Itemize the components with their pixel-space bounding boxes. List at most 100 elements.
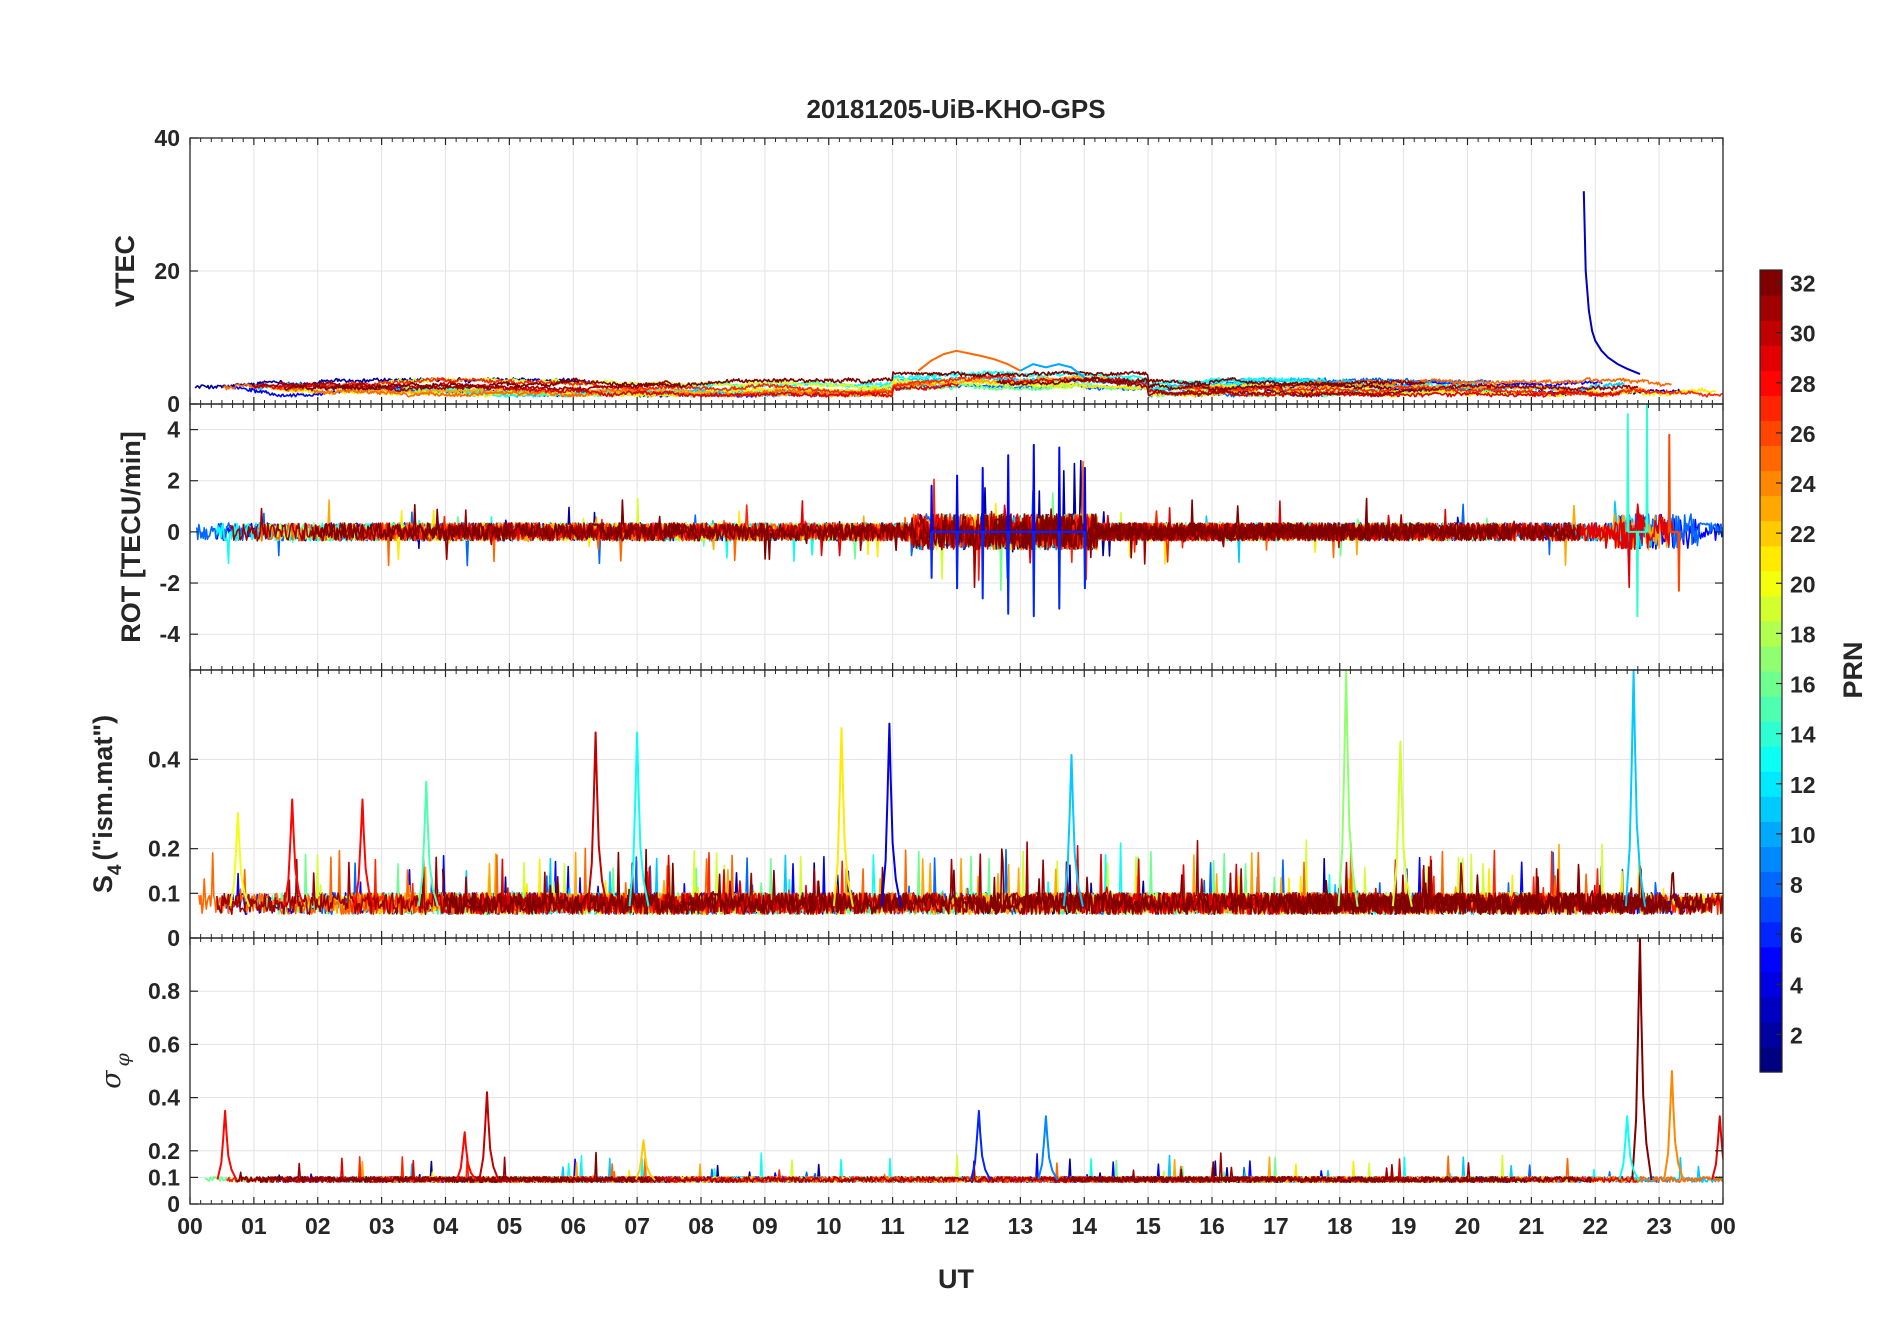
feature-sigma_phi-prn29-7 bbox=[1711, 1115, 1723, 1180]
colorbar-segment-1 bbox=[1760, 1046, 1782, 1073]
trace-vtec-prn31-1 bbox=[1077, 377, 1639, 398]
colorbar-tick-label-2: 6 bbox=[1790, 922, 1803, 948]
colorbar-segment-23 bbox=[1760, 495, 1782, 522]
feature-s4-prn17-5 bbox=[1337, 670, 1359, 907]
colorbar-tick-label-3: 8 bbox=[1790, 872, 1803, 898]
xtick-label-2: 02 bbox=[305, 1213, 331, 1239]
ytick-label-sigma_phi-3: 0.4 bbox=[148, 1085, 180, 1111]
xtick-label-15: 15 bbox=[1135, 1213, 1161, 1239]
trace-vtec-prn21-0 bbox=[270, 377, 1403, 398]
colorbar-segment-18 bbox=[1760, 620, 1782, 647]
colorbar-tick-label-6: 14 bbox=[1790, 722, 1816, 748]
feature-sigma_phi-prn13-6 bbox=[1618, 1115, 1640, 1181]
colorbar-segment-16 bbox=[1760, 671, 1782, 697]
xtick-label-12: 12 bbox=[944, 1213, 970, 1239]
feature-rot-prn26-3 bbox=[1667, 433, 1681, 592]
trace-vtec-prn31-0 bbox=[252, 380, 681, 393]
ytick-label-sigma_phi-1: 0.1 bbox=[148, 1164, 180, 1190]
feature-s4-prn4-3 bbox=[880, 722, 902, 907]
xtick-label-11: 11 bbox=[880, 1213, 905, 1239]
colorbar-segment-9 bbox=[1760, 846, 1782, 873]
ytick-label-vtec-2: 40 bbox=[154, 125, 180, 151]
x-tick-label-layer: 00 01 02 03 04 05 06 07 08 09 10 11 12 13 14 15 16 17 18 19… bbox=[177, 1213, 1736, 1239]
colorbar-segment-22 bbox=[1760, 520, 1782, 547]
feature-sigma_phi-prn24-1 bbox=[1663, 1070, 1685, 1181]
chart-title: 20181205-UiB-KHO-GPS bbox=[806, 94, 1105, 124]
ylabel-sigma-phi: σφ bbox=[96, 1052, 134, 1088]
colorbar-tick-label-5: 12 bbox=[1790, 772, 1816, 798]
ylabel-s4: S4 ("ism.mat") bbox=[88, 715, 126, 893]
colorbar-tick-label-13: 28 bbox=[1790, 371, 1816, 397]
colorbar-segment-15 bbox=[1760, 696, 1782, 722]
series-group-rot bbox=[196, 404, 1723, 618]
ytick-label-s4-0: 0 bbox=[167, 925, 180, 951]
colorbar-segment-8 bbox=[1760, 871, 1782, 898]
ytick-label-s4-1: 0.1 bbox=[148, 880, 180, 906]
feature-s4-prn28-9 bbox=[353, 798, 375, 908]
feature-rot-prn6-1 bbox=[930, 530, 1087, 618]
colorbar-segment-3 bbox=[1760, 996, 1782, 1023]
xtick-label-5: 05 bbox=[497, 1213, 523, 1239]
xtick-label-7: 07 bbox=[624, 1213, 650, 1239]
ytick-label-rot-0: -4 bbox=[160, 621, 181, 647]
colorbar-segment-17 bbox=[1760, 645, 1782, 672]
colorbar-segment-2 bbox=[1760, 1021, 1782, 1048]
feature-sigma_phi-prn6-4 bbox=[970, 1109, 992, 1181]
colorbar-segment-24 bbox=[1760, 470, 1782, 497]
xtick-label-18: 18 bbox=[1327, 1213, 1353, 1239]
colorbar-segment-12 bbox=[1760, 771, 1782, 797]
feature-s4-prn28-8 bbox=[283, 798, 305, 908]
ytick-label-sigma_phi-5: 0.8 bbox=[148, 978, 180, 1004]
trace-vtec-prn25-0 bbox=[222, 380, 933, 398]
trace-s4-prn32-1 bbox=[1266, 863, 1705, 915]
colorbar-label: PRN bbox=[1838, 641, 1868, 698]
colorbar-segment-27 bbox=[1760, 395, 1782, 421]
xtick-label-16: 16 bbox=[1199, 1213, 1225, 1239]
trace-sigma_phi-prn32-1 bbox=[1068, 1161, 1593, 1184]
ylabel-rot: ROT [TECU/min] bbox=[116, 431, 146, 642]
xtick-label-10: 10 bbox=[816, 1213, 842, 1239]
xtick-label-22: 22 bbox=[1582, 1213, 1608, 1239]
feature-s4-prn11-4 bbox=[1062, 753, 1084, 907]
feature-s4-prn20-11 bbox=[229, 811, 251, 908]
feature-sigma_phi-prn22-9 bbox=[634, 1139, 656, 1181]
colorbar-segment-26 bbox=[1760, 420, 1782, 447]
series-group-s4 bbox=[198, 670, 1723, 915]
colorbar-segment-32 bbox=[1760, 270, 1782, 296]
xtick-label-6: 06 bbox=[560, 1213, 586, 1239]
feature-vtec-prn25-1 bbox=[917, 349, 1021, 372]
colorbar-tick-label-15: 32 bbox=[1790, 271, 1816, 297]
feature-s4-prn21-2 bbox=[832, 727, 854, 907]
colorbar-frame bbox=[1759, 269, 1783, 1073]
colorbar-segment-21 bbox=[1760, 545, 1782, 572]
xtick-label-13: 13 bbox=[1008, 1213, 1034, 1239]
ytick-label-vtec-1: 20 bbox=[154, 258, 180, 284]
colorbar-segment-31 bbox=[1760, 295, 1782, 321]
xtick-label-0: 00 bbox=[177, 1213, 203, 1239]
xtick-label-1: 01 bbox=[241, 1213, 267, 1239]
feature-vtec-prn3-0 bbox=[1582, 191, 1641, 376]
colorbar-tick-label-8: 18 bbox=[1790, 621, 1816, 647]
xtick-label-4: 04 bbox=[433, 1213, 459, 1239]
feature-s4-prn15-10 bbox=[417, 780, 439, 907]
colorbar-segment-13 bbox=[1760, 746, 1782, 772]
feature-vtec-prn10-2 bbox=[1019, 363, 1085, 379]
xtick-label-9: 09 bbox=[752, 1213, 778, 1239]
xtick-label-3: 03 bbox=[369, 1213, 395, 1239]
xtick-label-23: 23 bbox=[1646, 1213, 1672, 1239]
ylabel-vtec: VTEC bbox=[110, 235, 140, 307]
colorbar-segment-4 bbox=[1760, 971, 1782, 998]
trace-rot-prn32-1 bbox=[981, 497, 1575, 559]
colorbar-tick-label-11: 24 bbox=[1790, 471, 1816, 497]
feature-rot-prn14-2 bbox=[1626, 404, 1649, 618]
frame-layer bbox=[189, 137, 1724, 1205]
colorbar-segment-14 bbox=[1760, 721, 1782, 747]
data-layer bbox=[194, 191, 1723, 1184]
xtick-label-20: 20 bbox=[1455, 1213, 1481, 1239]
feature-s4-prn13-1 bbox=[628, 731, 650, 907]
trace-s4-prn31-0 bbox=[216, 839, 1420, 915]
xtick-label-17: 17 bbox=[1263, 1213, 1289, 1239]
feature-sigma_phi-prn30-2 bbox=[478, 1091, 500, 1181]
xtick-label-19: 19 bbox=[1391, 1213, 1417, 1239]
